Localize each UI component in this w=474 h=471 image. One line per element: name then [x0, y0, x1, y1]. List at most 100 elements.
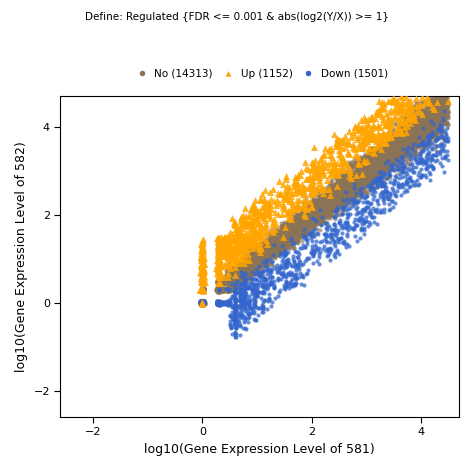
- Point: [383, 143, 391, 150]
- Point: [256, 211, 264, 219]
- Point: [198, 300, 206, 308]
- Point: [199, 300, 207, 307]
- Point: [350, 170, 358, 178]
- Point: [216, 300, 223, 308]
- Point: [410, 168, 418, 176]
- Point: [325, 206, 333, 213]
- Point: [384, 142, 392, 149]
- Point: [405, 125, 412, 133]
- Point: [283, 235, 291, 242]
- Point: [444, 103, 451, 110]
- Point: [241, 270, 248, 278]
- Point: [400, 138, 407, 145]
- Point: [354, 174, 362, 182]
- Point: [339, 239, 347, 247]
- Point: [360, 171, 368, 178]
- Point: [389, 164, 396, 171]
- Point: [240, 217, 248, 224]
- Point: [232, 274, 240, 281]
- Point: [225, 299, 232, 307]
- Point: [232, 268, 239, 276]
- Point: [271, 235, 278, 242]
- Point: [244, 268, 251, 275]
- Point: [320, 189, 328, 196]
- Point: [273, 240, 281, 248]
- Point: [199, 299, 206, 306]
- Point: [309, 160, 317, 167]
- Point: [345, 222, 353, 230]
- Point: [254, 250, 261, 257]
- Point: [273, 242, 281, 249]
- Point: [321, 201, 329, 209]
- Point: [241, 276, 249, 283]
- Point: [380, 100, 387, 108]
- Point: [348, 183, 356, 190]
- Point: [259, 254, 266, 262]
- Point: [382, 162, 390, 169]
- Point: [224, 285, 231, 293]
- Point: [199, 299, 207, 306]
- Point: [232, 275, 239, 282]
- Point: [416, 127, 423, 135]
- Point: [226, 267, 233, 274]
- Point: [301, 227, 308, 235]
- Point: [335, 180, 343, 188]
- Point: [215, 299, 223, 306]
- Point: [383, 154, 391, 161]
- Point: [237, 261, 245, 269]
- Point: [216, 279, 223, 287]
- Point: [198, 269, 205, 277]
- Point: [220, 286, 228, 294]
- Point: [386, 154, 394, 162]
- Point: [332, 193, 340, 200]
- Point: [361, 172, 368, 179]
- Point: [372, 178, 379, 185]
- Point: [239, 278, 247, 286]
- Point: [365, 167, 372, 174]
- Point: [313, 217, 321, 224]
- Point: [241, 264, 249, 271]
- Point: [428, 112, 436, 120]
- Point: [245, 314, 252, 322]
- Point: [274, 239, 282, 246]
- Point: [198, 300, 206, 307]
- Point: [199, 299, 206, 306]
- Point: [215, 285, 222, 293]
- Point: [345, 176, 352, 183]
- Point: [216, 285, 224, 292]
- Point: [441, 121, 448, 128]
- Point: [200, 299, 207, 307]
- Point: [270, 241, 277, 248]
- Point: [250, 249, 258, 256]
- Point: [419, 137, 427, 144]
- Point: [383, 132, 391, 140]
- Point: [199, 300, 206, 308]
- Point: [387, 165, 394, 173]
- Point: [424, 111, 431, 118]
- Point: [251, 261, 259, 268]
- Point: [420, 130, 428, 138]
- Point: [409, 129, 417, 137]
- Point: [326, 201, 333, 209]
- Point: [327, 203, 335, 210]
- Point: [246, 264, 253, 271]
- Point: [200, 300, 207, 308]
- Point: [275, 230, 283, 237]
- Point: [230, 280, 238, 287]
- Point: [245, 254, 253, 261]
- Point: [380, 151, 387, 158]
- Point: [214, 298, 222, 306]
- Point: [417, 99, 425, 107]
- Point: [220, 278, 228, 286]
- Point: [322, 203, 329, 211]
- Point: [199, 299, 206, 307]
- Point: [225, 299, 232, 307]
- Point: [236, 237, 244, 245]
- Point: [431, 105, 439, 113]
- Point: [294, 220, 302, 228]
- Point: [254, 258, 261, 266]
- Point: [219, 284, 226, 292]
- Point: [269, 236, 277, 244]
- Point: [216, 286, 223, 293]
- Point: [225, 276, 233, 284]
